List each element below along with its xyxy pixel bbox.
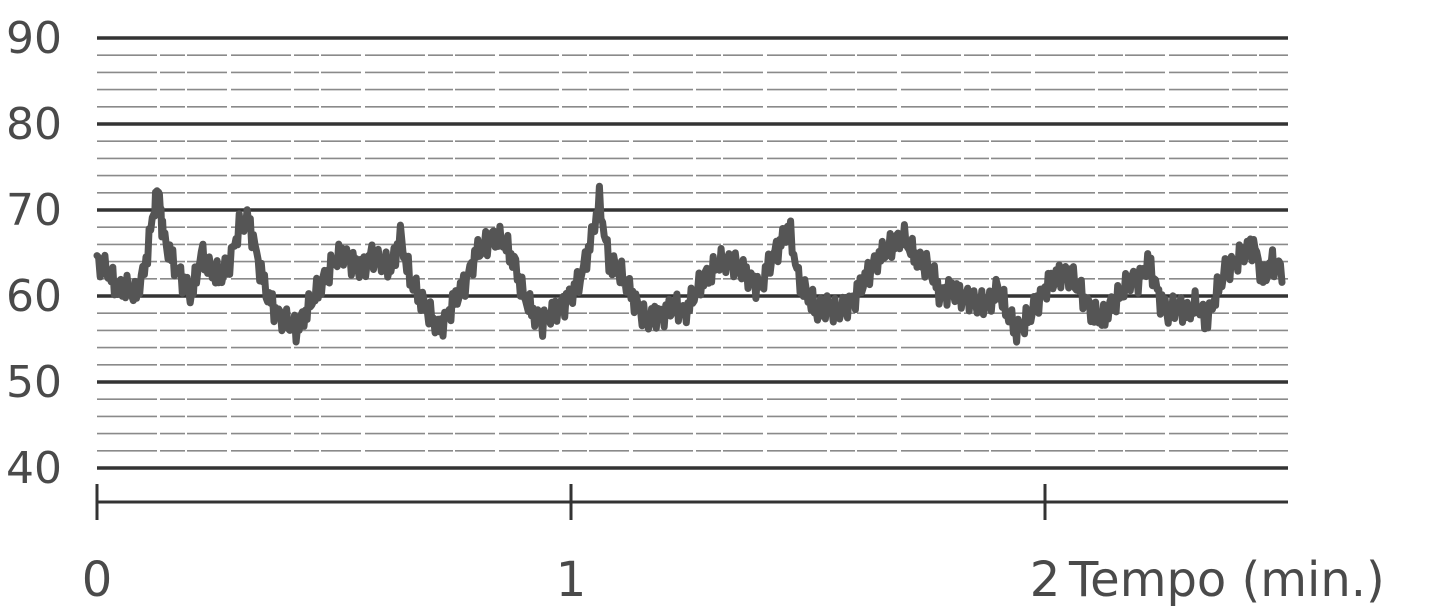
x-axis bbox=[95, 484, 1288, 520]
series-line bbox=[93, 182, 1286, 346]
y-tick-label: 70 bbox=[6, 185, 62, 236]
x-tick-labels: 0 1 2 bbox=[82, 552, 1061, 608]
y-tick-label: 50 bbox=[6, 357, 62, 408]
y-tick-label: 90 bbox=[6, 13, 62, 64]
y-tick-label: 60 bbox=[6, 271, 62, 322]
grid-lines bbox=[97, 36, 1288, 470]
y-tick-label: 40 bbox=[6, 443, 62, 494]
x-axis-label: Tempo (min.) bbox=[1068, 552, 1385, 608]
y-tick-labels: 40 50 60 70 80 90 bbox=[6, 13, 62, 494]
x-tick-label: 0 bbox=[82, 552, 113, 608]
x-tick-label: 1 bbox=[556, 552, 587, 608]
y-tick-label: 80 bbox=[6, 99, 62, 150]
x-tick-label: 2 bbox=[1030, 552, 1061, 608]
series-group bbox=[93, 182, 1286, 346]
